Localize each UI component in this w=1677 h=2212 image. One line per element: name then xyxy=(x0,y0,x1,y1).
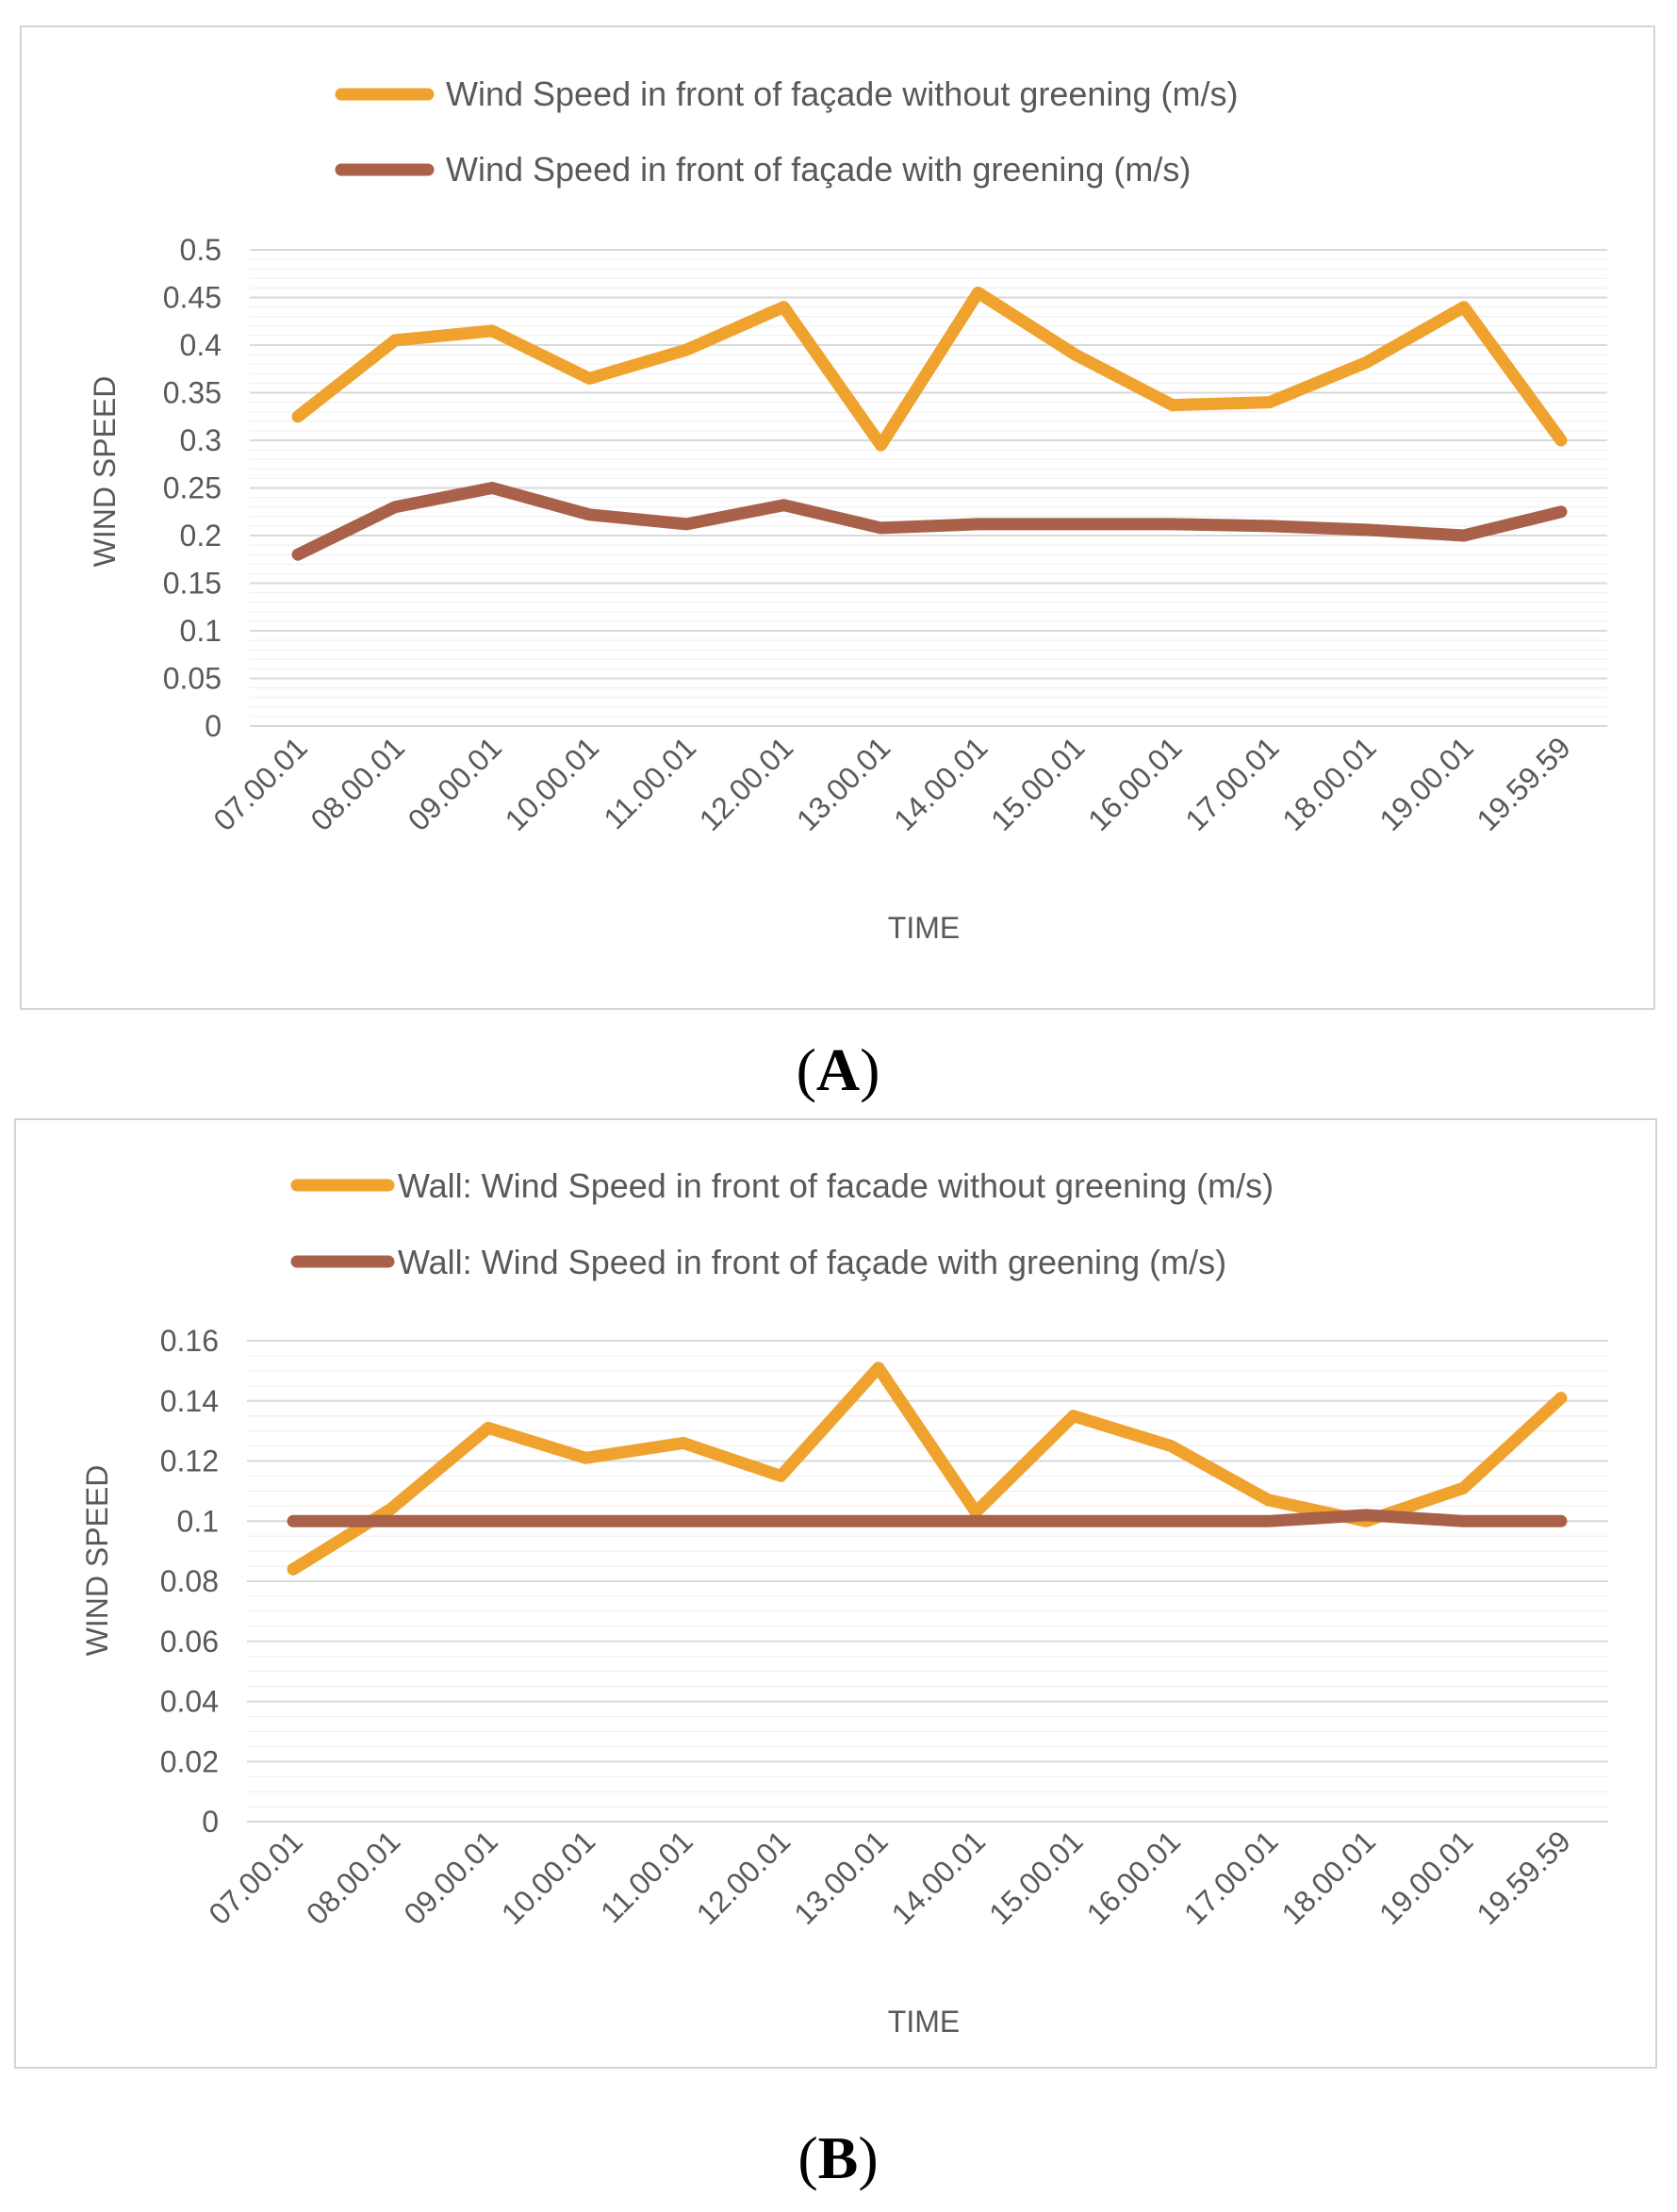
chart-b-y-tick-label: 0.16 xyxy=(160,1324,219,1358)
panel-label-b-letter: B xyxy=(818,2124,859,2191)
chart-a-y-tick-label: 0.5 xyxy=(180,233,222,267)
chart-b-y-tick-label: 0.12 xyxy=(160,1444,219,1478)
chart-b-y-ticks: 0 0.02 0.04 0.06 0.08 0.1 0.12 0.14 0.16 xyxy=(160,1324,219,1839)
chart-a-legend-label-without: Wind Speed in front of façade without gr… xyxy=(446,74,1238,113)
chart-a-y-tick-label: 0.45 xyxy=(163,281,222,315)
chart-b: Wall: Wind Speed in front of facade with… xyxy=(14,1118,1657,2069)
chart-a-x-axis-title: TIME xyxy=(888,911,960,945)
chart-a-y-tick-label: 0.3 xyxy=(180,423,222,457)
chart-b-series-line-with-greening xyxy=(287,1509,1568,1527)
chart-a-series xyxy=(291,286,1568,561)
chart-a-y-tick-label: 0.15 xyxy=(163,567,222,601)
chart-a-y-tick-label: 0.35 xyxy=(163,376,222,410)
chart-a-y-axis-title: WIND SPEED xyxy=(88,376,122,568)
chart-b-y-tick-label: 0.06 xyxy=(160,1625,219,1659)
chart-a: Wind Speed in front of façade without gr… xyxy=(20,25,1655,1010)
chart-b-legend-label-with: Wall: Wind Speed in front of façade with… xyxy=(398,1243,1226,1281)
chart-a-y-tick-label: 0.05 xyxy=(163,662,222,696)
chart-b-frame xyxy=(14,1118,1657,2069)
chart-a-legend-label-with: Wind Speed in front of façade with green… xyxy=(446,150,1191,189)
chart-a-gridlines xyxy=(250,249,1607,727)
panel-label-a-letter: A xyxy=(816,1036,860,1103)
chart-a-y-ticks: 0 0.05 0.1 0.15 0.2 0.25 0.3 0.35 0.4 0.45 0.5 xyxy=(163,233,222,743)
chart-b-y-tick-label: 0.04 xyxy=(160,1685,219,1719)
chart-b-legend-label-without: Wall: Wind Speed in front of facade with… xyxy=(398,1166,1274,1205)
chart-a-series-line-with-greening xyxy=(291,482,1568,561)
chart-a-y-tick-label: 0.2 xyxy=(180,519,222,553)
chart-b-y-tick-label: 0.14 xyxy=(160,1384,219,1418)
chart-b-y-tick-label: 0.1 xyxy=(177,1504,219,1538)
chart-b-y-tick-label: 0.08 xyxy=(160,1564,219,1598)
chart-b-legend: Wall: Wind Speed in front of facade with… xyxy=(290,1166,1274,1281)
chart-a-y-tick-label: 0.25 xyxy=(163,471,222,505)
chart-b-y-tick-label: 0.02 xyxy=(160,1744,219,1778)
chart-b-y-axis-title: WIND SPEED xyxy=(80,1465,114,1657)
chart-a-series-line-without-greening xyxy=(291,286,1568,452)
chart-b-x-axis-title: TIME xyxy=(888,2005,960,2039)
panel-label-b: (B) xyxy=(797,2124,878,2191)
chart-b-y-tick-label: 0 xyxy=(202,1805,219,1839)
chart-a-y-tick-label: 0.4 xyxy=(180,328,222,362)
chart-a-y-tick-label: 0.1 xyxy=(180,614,222,648)
chart-a-legend: Wind Speed in front of façade without gr… xyxy=(335,74,1238,189)
panel-label-a: (A) xyxy=(797,1036,880,1103)
chart-a-y-tick-label: 0 xyxy=(205,709,222,743)
chart-b-series xyxy=(287,1362,1568,1576)
